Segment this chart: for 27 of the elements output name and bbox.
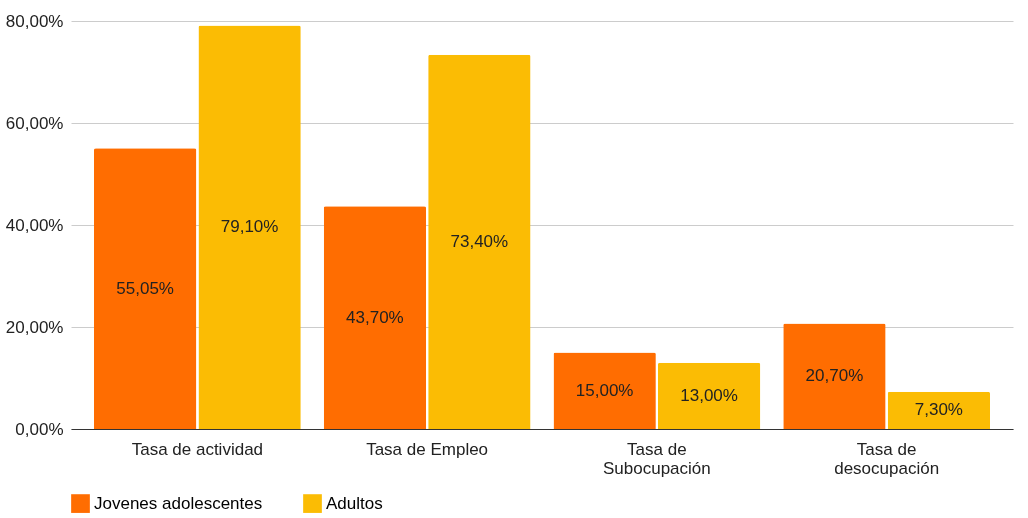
data-label: 73,40% — [450, 231, 509, 251]
x-tick-label: Tasa de Empleo — [366, 439, 489, 459]
y-tick-label: 40,00% — [5, 215, 64, 235]
y-tick-label: 0,00% — [15, 419, 64, 439]
legend-label: Jovenes adolescentes — [94, 493, 263, 513]
data-label: 7,30% — [914, 400, 963, 420]
x-tick-label: Tasa de Subocupación — [603, 439, 711, 478]
bar — [428, 54, 531, 429]
bar — [323, 206, 427, 429]
bar — [657, 362, 761, 429]
legend-label: Adultos — [326, 493, 383, 513]
bar — [93, 148, 197, 429]
bar — [198, 25, 301, 429]
y-tick-label: 80,00% — [5, 11, 64, 31]
bar — [553, 352, 656, 429]
x-tick-label: Tasa de desocupación — [834, 439, 940, 478]
data-label: 43,70% — [346, 307, 404, 327]
bar — [887, 391, 991, 429]
bar — [783, 323, 886, 429]
data-label: 20,70% — [805, 366, 864, 386]
data-label: 79,10% — [220, 217, 279, 237]
y-tick-label: 60,00% — [5, 113, 64, 133]
data-label: 13,00% — [680, 385, 738, 405]
data-label: 55,05% — [116, 278, 174, 298]
y-tick-label: 20,00% — [5, 317, 64, 337]
x-tick-label: Tasa de actividad — [131, 439, 264, 459]
data-label: 15,00% — [575, 380, 634, 400]
